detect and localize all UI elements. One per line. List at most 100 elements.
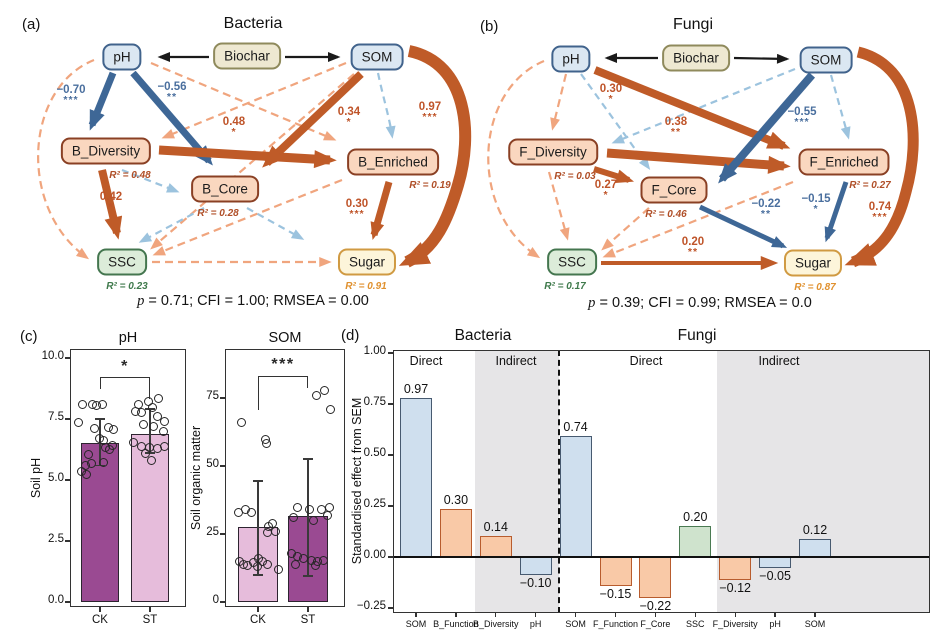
edge-b-ph-enriched [593,66,791,150]
som-y-axis-label: Soil organic matter [189,425,203,531]
significance-stars: *** [872,211,888,223]
data-point [311,391,321,401]
r2-b-core: R² = 0.28 [197,208,239,219]
y-tick-label: 2.5 [48,533,64,545]
coef-a-ph-core: −0.56 ** [157,81,186,103]
y-tick-label: 5.0 [48,472,64,484]
coef-a-diversity-ssc: 0.42 * [100,191,122,212]
data-point [319,385,329,395]
data-point [246,508,256,518]
fungi-group-title: Fungi [677,327,717,344]
x-tick-mark [149,607,151,612]
data-point [136,407,146,417]
ph-significance: * [121,358,129,375]
sem-effect-y-axis-label: Standardised effect from SEM [350,397,364,565]
data-point [108,424,118,434]
bar [479,535,512,557]
data-point [147,402,157,412]
edge-a-enriched-sugar [370,181,393,241]
bar [400,397,432,557]
x-category-label: B_Diversity [473,619,519,629]
x-tick-mark [774,613,776,617]
coef-value: 0.48 [222,116,246,128]
significance-stars: ** [687,246,699,258]
y-tick-label: 0.00 [363,549,386,561]
edge-b-ph-diversity-ns [550,73,568,131]
data-point [292,502,302,512]
y-tick-mark [65,540,70,542]
significance-stars: ** [166,91,178,103]
bar [639,557,672,598]
edge-a-diversity-enriched [158,145,337,169]
edge-b-diversity-ssc-ns [547,171,570,241]
y-tick-label: 7.5 [48,411,64,423]
section-indirect-fungi: Indirect [758,354,800,368]
coef-value: 0.30 [345,198,369,210]
node-b-diversity: B_Diversity [60,137,152,165]
data-point [308,516,318,526]
error-cap [253,480,263,482]
x-tick-mark [415,613,417,617]
y-tick-label: 10.0 [41,350,64,362]
coef-value: 0.27 [594,179,618,191]
y-tick-label: 0.50 [363,447,386,459]
x-tick-mark [495,613,497,617]
bar-value-label: −0.12 [719,581,751,596]
bar [519,557,552,576]
data-point [148,422,158,432]
data-point [252,562,262,572]
y-tick-mark [388,403,393,405]
x-tick-mark [307,607,309,612]
edge-b-som-sugar [844,46,919,268]
sig-bracket [258,376,308,378]
y-tick-mark [65,357,70,359]
coef-b-ph-enriched: 0.30 * [599,83,623,104]
edge-b-som-diversity-ns [611,67,796,144]
bar [599,557,632,586]
group-divider [558,350,560,613]
y-tick-mark [388,454,393,456]
data-point [273,565,283,575]
ph-chart-title: pH [118,330,138,346]
data-point [270,527,280,537]
y-tick-label: 0.25 [363,498,386,510]
node-ssc-b: SSC [547,248,597,276]
data-point [310,561,320,571]
y-tick-label: 0.0 [48,594,64,606]
x-category-label: pH [769,619,781,629]
ph-y-axis-label: Soil pH [29,457,43,499]
y-tick-mark [220,397,225,399]
coef-b-enriched-sugar: −0.15 * [801,193,830,214]
r2-f-core: R² = 0.46 [645,209,687,220]
y-tick-mark [388,352,393,354]
sem-arrows-layer [37,45,919,270]
coef-b-diversity-core: 0.27 * [594,179,618,200]
bar-value-label: 0.97 [403,381,429,396]
bar-value-label: 0.12 [802,522,828,537]
edge-b-diversity-enriched [606,148,791,174]
data-point [107,441,117,451]
node-biochar-b: Biochar [662,44,730,72]
panel-d-label: (d) [341,327,360,344]
som-significance: *** [271,356,295,373]
r2-sugar-a: R² = 0.91 [345,281,387,292]
y-tick-mark [220,601,225,603]
x-category-label: SSC [686,619,705,629]
bar-value-label: −0.10 [519,576,552,591]
node-sugar-b: Sugar [783,249,843,277]
coef-value: 0.30 [599,83,623,95]
data-point [152,411,162,421]
y-tick-mark [65,601,70,603]
fit-stats-text: = 0.71; CFI = 1.00; RMSEA = 0.00 [144,293,369,309]
section-direct-fungi: Direct [629,354,663,368]
x-tick-mark [734,613,736,617]
data-point [318,555,328,565]
coef-value: −0.70 [56,84,86,96]
error-bar [307,459,309,577]
node-sugar-a: Sugar [337,248,397,276]
edge-b-som-enriched-ns [829,74,851,140]
panel-c-label: (c) [20,328,38,345]
data-point [77,400,87,410]
error-cap [303,458,313,460]
